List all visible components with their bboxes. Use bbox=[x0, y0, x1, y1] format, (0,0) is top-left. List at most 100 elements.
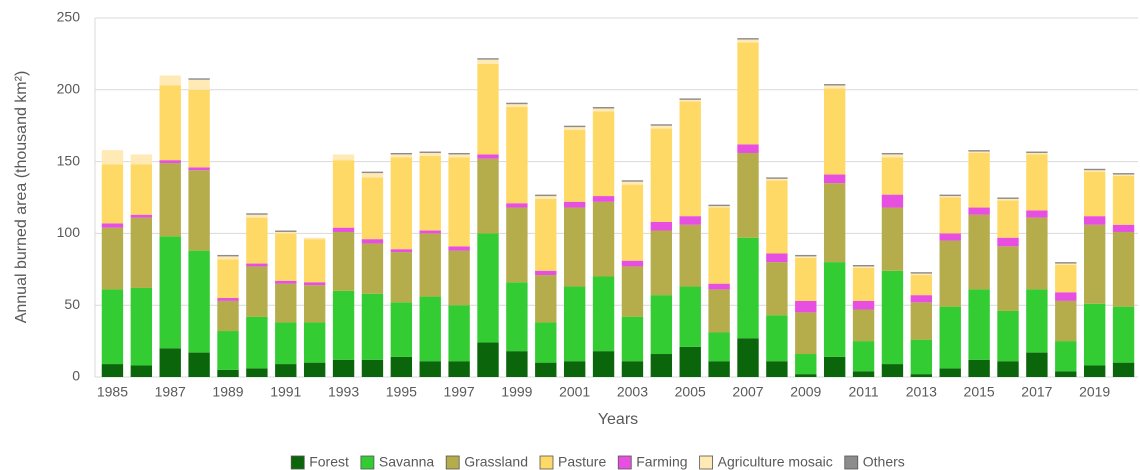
bar-segment bbox=[708, 361, 730, 377]
legend-label: Forest bbox=[309, 454, 349, 470]
bar-segment bbox=[881, 194, 904, 208]
bar-segment bbox=[246, 213, 268, 215]
bar-segment bbox=[795, 256, 817, 258]
bar-segment bbox=[621, 266, 644, 317]
bar-segment bbox=[101, 227, 124, 290]
bar-segment bbox=[621, 181, 644, 185]
bar-segment bbox=[939, 368, 961, 377]
bar-segment bbox=[910, 273, 933, 276]
bar-segment bbox=[535, 270, 557, 276]
bar-segment bbox=[303, 282, 326, 286]
bar-segment bbox=[188, 79, 210, 90]
bar-segment bbox=[130, 154, 153, 165]
bar-segment bbox=[101, 223, 124, 228]
bar-segment bbox=[823, 183, 846, 263]
bar-segment bbox=[679, 346, 701, 377]
bar-segment bbox=[477, 233, 499, 343]
x-tick-label: 2015 bbox=[964, 384, 995, 400]
x-tick-label: 2007 bbox=[732, 384, 763, 400]
bar-segment bbox=[217, 256, 239, 260]
bar-segment bbox=[679, 286, 701, 347]
bar-segment bbox=[188, 167, 210, 171]
bar-segment bbox=[997, 246, 1019, 311]
bar-segment bbox=[1112, 175, 1135, 225]
bar-segment bbox=[823, 356, 846, 377]
bar-segment bbox=[448, 157, 470, 247]
bar-segment bbox=[159, 163, 181, 237]
bar-segment bbox=[1026, 289, 1048, 353]
bar-segment bbox=[448, 361, 470, 377]
bar-segment bbox=[1026, 217, 1048, 290]
bar-segment bbox=[737, 144, 759, 153]
bar-segment bbox=[101, 289, 124, 365]
bar-segment bbox=[390, 157, 413, 250]
bar-segment bbox=[679, 216, 701, 225]
bar-segment bbox=[910, 272, 933, 274]
legend-swatch bbox=[617, 455, 632, 470]
legend-swatch bbox=[844, 455, 859, 470]
bar-segment bbox=[881, 154, 904, 158]
bar-segment bbox=[217, 298, 239, 301]
bar-segment bbox=[621, 184, 644, 261]
bar-segment bbox=[303, 285, 326, 323]
bar-segment bbox=[130, 217, 153, 288]
bar-segment bbox=[795, 312, 817, 355]
bar-segment bbox=[1083, 303, 1106, 366]
bar-segment bbox=[766, 178, 788, 181]
bar-segment bbox=[1083, 365, 1106, 377]
bar-segment bbox=[910, 374, 933, 377]
bar-segment bbox=[390, 356, 413, 377]
bar-segment bbox=[968, 289, 990, 360]
bar-segment bbox=[737, 39, 759, 43]
bar-segment bbox=[506, 104, 528, 108]
x-tick-label: 1987 bbox=[155, 384, 186, 400]
bar-segment bbox=[708, 206, 730, 208]
bar-segment bbox=[361, 359, 384, 377]
bar-segment bbox=[939, 196, 961, 198]
x-tick-label: 1999 bbox=[501, 384, 532, 400]
bar-segment bbox=[535, 322, 557, 363]
bar-segment bbox=[766, 180, 788, 254]
bar-segment bbox=[650, 128, 673, 222]
bar-segment bbox=[592, 351, 615, 377]
bar-segment bbox=[852, 266, 875, 268]
bar-segment bbox=[535, 198, 557, 271]
bar-segment bbox=[246, 217, 268, 264]
bar-segment bbox=[1026, 210, 1048, 218]
bar-segment bbox=[881, 207, 904, 271]
bar-segment bbox=[939, 197, 961, 234]
bar-segment bbox=[1083, 216, 1106, 225]
bar-segment bbox=[188, 170, 210, 251]
bar-segment bbox=[766, 315, 788, 362]
bar-segment bbox=[361, 173, 384, 178]
bar-segment bbox=[795, 254, 817, 257]
bar-segment bbox=[852, 264, 875, 267]
bar-segment bbox=[506, 207, 528, 283]
bar-segment bbox=[621, 361, 644, 377]
bar-segment bbox=[795, 300, 817, 313]
bar-segment bbox=[563, 125, 586, 128]
bar-segment bbox=[506, 107, 528, 204]
bar-segment bbox=[1055, 264, 1077, 293]
x-tick-label: 2009 bbox=[790, 384, 821, 400]
bar-segment bbox=[968, 151, 990, 153]
bar-segment bbox=[188, 352, 210, 377]
bar-segment bbox=[679, 101, 701, 217]
bar-segment bbox=[101, 364, 124, 377]
legend-label: Farming bbox=[636, 454, 687, 470]
bar-segment bbox=[1055, 262, 1077, 264]
bar-segment bbox=[592, 196, 615, 202]
bar-segment bbox=[448, 250, 470, 306]
bar-segment bbox=[766, 253, 788, 263]
bar-segment bbox=[650, 295, 673, 355]
bar-segment bbox=[101, 164, 124, 224]
bar-segment bbox=[275, 231, 297, 234]
bar-segment bbox=[795, 354, 817, 375]
bar-segment bbox=[939, 194, 961, 197]
bar-segment bbox=[997, 237, 1019, 247]
x-tick-label: 2003 bbox=[617, 384, 648, 400]
bar-segment bbox=[592, 276, 615, 352]
legend-label: Others bbox=[863, 454, 905, 470]
bar-segment bbox=[217, 369, 239, 377]
bar-segment bbox=[621, 260, 644, 267]
